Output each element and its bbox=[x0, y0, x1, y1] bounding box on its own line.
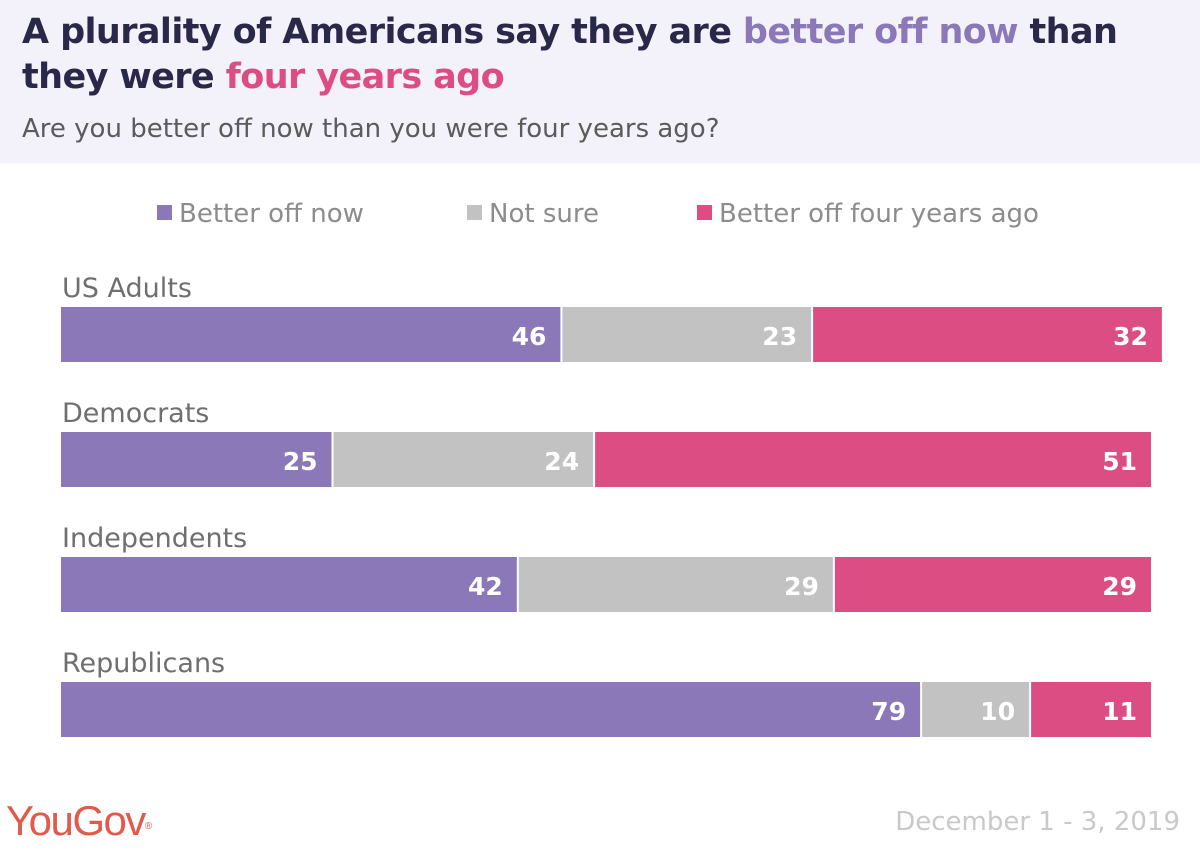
bar-independents-better-off-now bbox=[61, 557, 517, 612]
data-label: 23 bbox=[762, 322, 797, 351]
data-label: 42 bbox=[468, 572, 503, 601]
data-label: 46 bbox=[512, 322, 547, 351]
legend-label: Better off now bbox=[179, 199, 364, 229]
legend-item-better-off-four-years-ago: Better off four years ago bbox=[697, 199, 1039, 229]
title-highlight-four-years-ago: four years ago bbox=[225, 57, 505, 97]
data-label: 51 bbox=[1102, 447, 1137, 476]
data-label: 10 bbox=[980, 697, 1015, 726]
category-label: Democrats bbox=[62, 398, 209, 429]
bar-independents-better-off-four-years-ago bbox=[834, 557, 1151, 612]
data-label: 29 bbox=[784, 572, 819, 601]
data-label: 11 bbox=[1102, 697, 1137, 726]
data-label: 29 bbox=[1102, 572, 1137, 601]
bar-us-adults-not-sure bbox=[562, 307, 812, 362]
category-label: Independents bbox=[62, 523, 247, 554]
legend-swatch bbox=[467, 205, 482, 220]
bar-independents-not-sure bbox=[518, 557, 833, 612]
data-label: 32 bbox=[1113, 322, 1148, 351]
legend-label: Better off four years ago bbox=[719, 199, 1039, 229]
data-label: 25 bbox=[283, 447, 318, 476]
bar-republicans-better-off-now bbox=[61, 682, 921, 737]
chart-title: A plurality of Americans say they are be… bbox=[22, 12, 1118, 97]
data-label: 24 bbox=[544, 447, 579, 476]
survey-date: December 1 - 3, 2019 bbox=[895, 807, 1180, 837]
data-label: 79 bbox=[871, 697, 906, 726]
legend-label: Not sure bbox=[489, 199, 599, 229]
category-label: US Adults bbox=[62, 273, 192, 304]
bar-democrats-not-sure bbox=[333, 432, 594, 487]
bar-republicans-better-off-four-years-ago bbox=[1031, 682, 1151, 737]
title-highlight-better-now: better off now bbox=[742, 12, 1019, 52]
header-band: A plurality of Americans say they are be… bbox=[0, 0, 1200, 163]
bar-us-adults-better-off-now bbox=[61, 307, 561, 362]
bar-republicans-not-sure bbox=[922, 682, 1030, 737]
legend-swatch bbox=[157, 205, 172, 220]
legend-item-better-off-now: Better off now bbox=[157, 199, 364, 229]
bar-democrats-better-off-now bbox=[61, 432, 332, 487]
bar-us-adults-better-off-four-years-ago bbox=[813, 307, 1162, 362]
chart-subtitle: Are you better off now than you were fou… bbox=[22, 114, 720, 144]
legend-item-not-sure: Not sure bbox=[467, 199, 599, 229]
yougov-logo: YouGov® bbox=[6, 797, 153, 844]
bar-democrats-better-off-four-years-ago bbox=[595, 432, 1151, 487]
legend-swatch bbox=[697, 205, 712, 220]
category-label: Republicans bbox=[62, 648, 225, 679]
